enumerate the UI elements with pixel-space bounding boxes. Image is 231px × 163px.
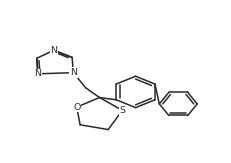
Text: S: S — [119, 106, 125, 115]
Text: N: N — [70, 68, 77, 77]
Text: O: O — [73, 103, 80, 112]
Text: N: N — [50, 46, 57, 55]
Text: N: N — [34, 69, 41, 78]
